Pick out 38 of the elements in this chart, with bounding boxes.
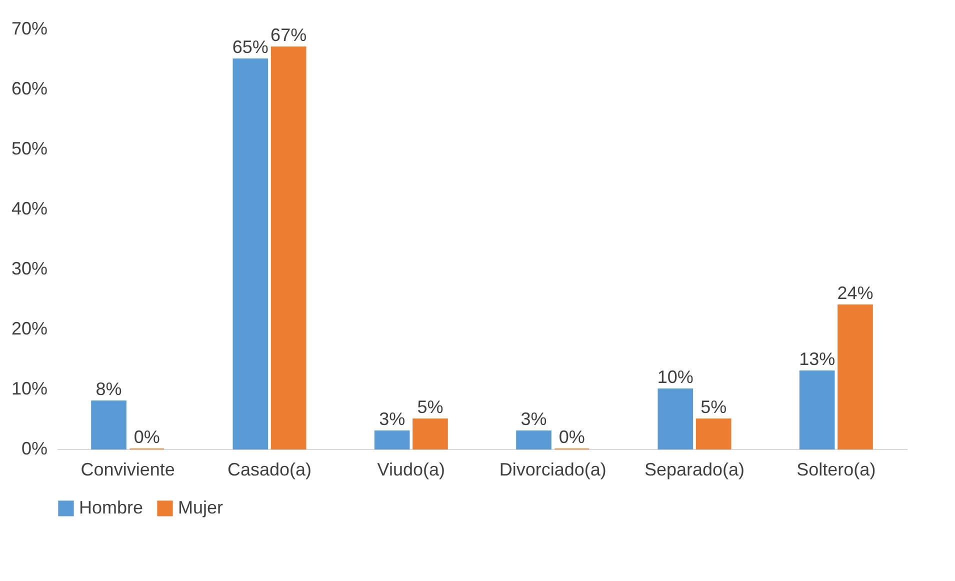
bar [374,430,410,450]
y-tick-label: 20% [11,318,48,338]
y-tick-label: 10% [11,378,48,398]
data-label: 10% [657,367,694,387]
x-tick-label: Divorciado(a) [499,460,606,480]
y-tick-label: 30% [11,258,48,278]
data-label: 13% [799,349,836,369]
data-label: 5% [700,397,727,417]
y-tick-label: 50% [11,138,48,158]
data-label: 0% [134,427,160,447]
data-label: 24% [837,283,874,303]
y-tick-label: 60% [11,78,48,98]
data-label: 0% [558,427,585,447]
bar [270,46,306,450]
bar [658,388,694,450]
y-tick-label: 40% [11,198,48,218]
legend-label: Hombre [79,497,144,518]
data-label: 3% [520,409,547,429]
y-tick-label: 70% [11,18,48,38]
bar [838,304,873,450]
bar [516,430,552,450]
x-tick-label: Separado(a) [644,460,745,480]
legend-label: Mujer [178,497,224,518]
bar [799,370,835,450]
bar [696,418,732,450]
x-tick-label: Soltero(a) [796,460,876,480]
data-label: 3% [379,409,406,429]
y-tick-label: 0% [21,438,48,458]
data-label: 65% [232,37,268,57]
x-tick-label: Viudo(a) [377,460,446,480]
data-label: 67% [270,25,307,45]
x-tick-label: Casado(a) [227,460,312,480]
bar [232,58,268,450]
bar [412,418,448,450]
bar [91,400,126,450]
data-label: 8% [96,379,122,399]
x-tick-label: Conviviente [80,460,175,480]
data-label: 5% [417,397,444,417]
